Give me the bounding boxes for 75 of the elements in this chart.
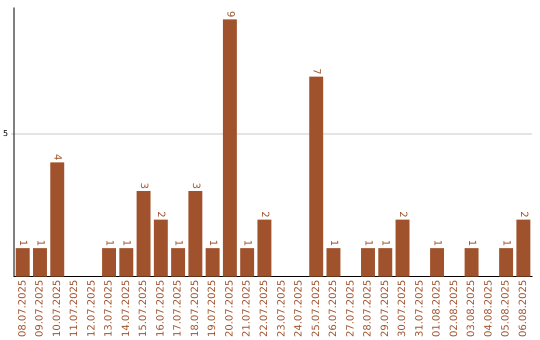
data-label: 1 (500, 240, 512, 246)
y-tick-label: 5 (2, 128, 8, 138)
bar (171, 248, 186, 277)
data-label: 2 (396, 211, 408, 218)
x-tick-label: 06.08.2025 (518, 280, 529, 338)
data-label: 2 (155, 211, 166, 218)
bar (188, 190, 202, 277)
x-tick-label: 09.07.2025 (34, 280, 46, 338)
data-label: 1 (431, 240, 442, 246)
bar (206, 248, 220, 277)
x-tick-label: 26.07.2025 (328, 280, 340, 338)
data-label: 1 (207, 240, 218, 246)
x-tick-label: 22.07.2025 (259, 280, 270, 338)
data-label: 1 (120, 240, 132, 246)
bar (499, 248, 514, 277)
bar (430, 248, 444, 277)
x-tick-label: 12.07.2025 (86, 280, 98, 338)
data-label: 1 (103, 240, 114, 246)
bar (396, 220, 410, 277)
x-tick-label: 02.08.2025 (448, 280, 460, 338)
data-label: 1 (172, 240, 184, 246)
bar (102, 248, 116, 277)
x-tick-label: 18.07.2025 (190, 280, 201, 338)
x-tick-label: 14.07.2025 (120, 280, 132, 338)
x-tick-label: 28.07.2025 (362, 280, 374, 338)
x-tick-label: 24.07.2025 (294, 280, 305, 338)
data-label: 2 (258, 211, 270, 218)
bar (326, 248, 340, 277)
data-label: 1 (328, 240, 339, 246)
x-tick-label: 16.07.2025 (155, 280, 166, 338)
bar (119, 248, 134, 277)
x-tick-label: 31.07.2025 (414, 280, 426, 338)
bar (361, 248, 375, 277)
data-label: 1 (242, 240, 253, 246)
bar (378, 248, 392, 277)
x-tick-label: 19.07.2025 (207, 280, 218, 338)
bar (136, 190, 151, 277)
data-label: 3 (138, 182, 149, 189)
bar (240, 248, 254, 277)
x-tick-label: 27.07.2025 (345, 280, 356, 338)
x-tick-label: 25.07.2025 (310, 280, 322, 338)
bar (222, 19, 237, 277)
x-tick-label: 10.07.2025 (52, 280, 63, 338)
x-tick-label: 23.07.2025 (276, 280, 288, 338)
x-tick-label: 11.07.2025 (69, 280, 80, 338)
data-label: 7 (310, 68, 322, 75)
bar (464, 248, 479, 277)
data-label: 3 (190, 182, 201, 189)
x-tick-label: 15.07.2025 (138, 280, 150, 338)
bar (257, 220, 272, 277)
data-label: 4 (52, 154, 63, 160)
data-label: 1 (34, 240, 46, 246)
bar (154, 220, 168, 277)
x-tick-label: 04.08.2025 (483, 280, 494, 338)
data-label: 1 (362, 240, 374, 246)
x-tick-label: 03.08.2025 (466, 280, 478, 338)
data-label: 1 (17, 240, 28, 246)
x-tick-label: 21.07.2025 (242, 280, 253, 338)
x-tick-label: 30.07.2025 (397, 280, 408, 338)
bar (50, 162, 64, 277)
bar (33, 248, 47, 277)
data-label: 9 (224, 11, 236, 18)
x-tick-label: 17.07.2025 (172, 280, 184, 338)
bar (516, 220, 530, 277)
x-tick-label: 20.07.2025 (224, 280, 236, 338)
data-label: 1 (380, 240, 391, 246)
data-label: 2 (518, 211, 529, 218)
x-tick-label: 08.07.2025 (17, 280, 28, 338)
x-tick-label: 05.08.2025 (500, 280, 512, 338)
bar (16, 248, 30, 277)
x-tick-label: 13.07.2025 (104, 280, 115, 338)
bar (309, 76, 324, 277)
x-tick-label: 29.07.2025 (380, 280, 391, 338)
x-tick-label: 01.08.2025 (432, 280, 443, 338)
data-label: 1 (466, 240, 477, 246)
